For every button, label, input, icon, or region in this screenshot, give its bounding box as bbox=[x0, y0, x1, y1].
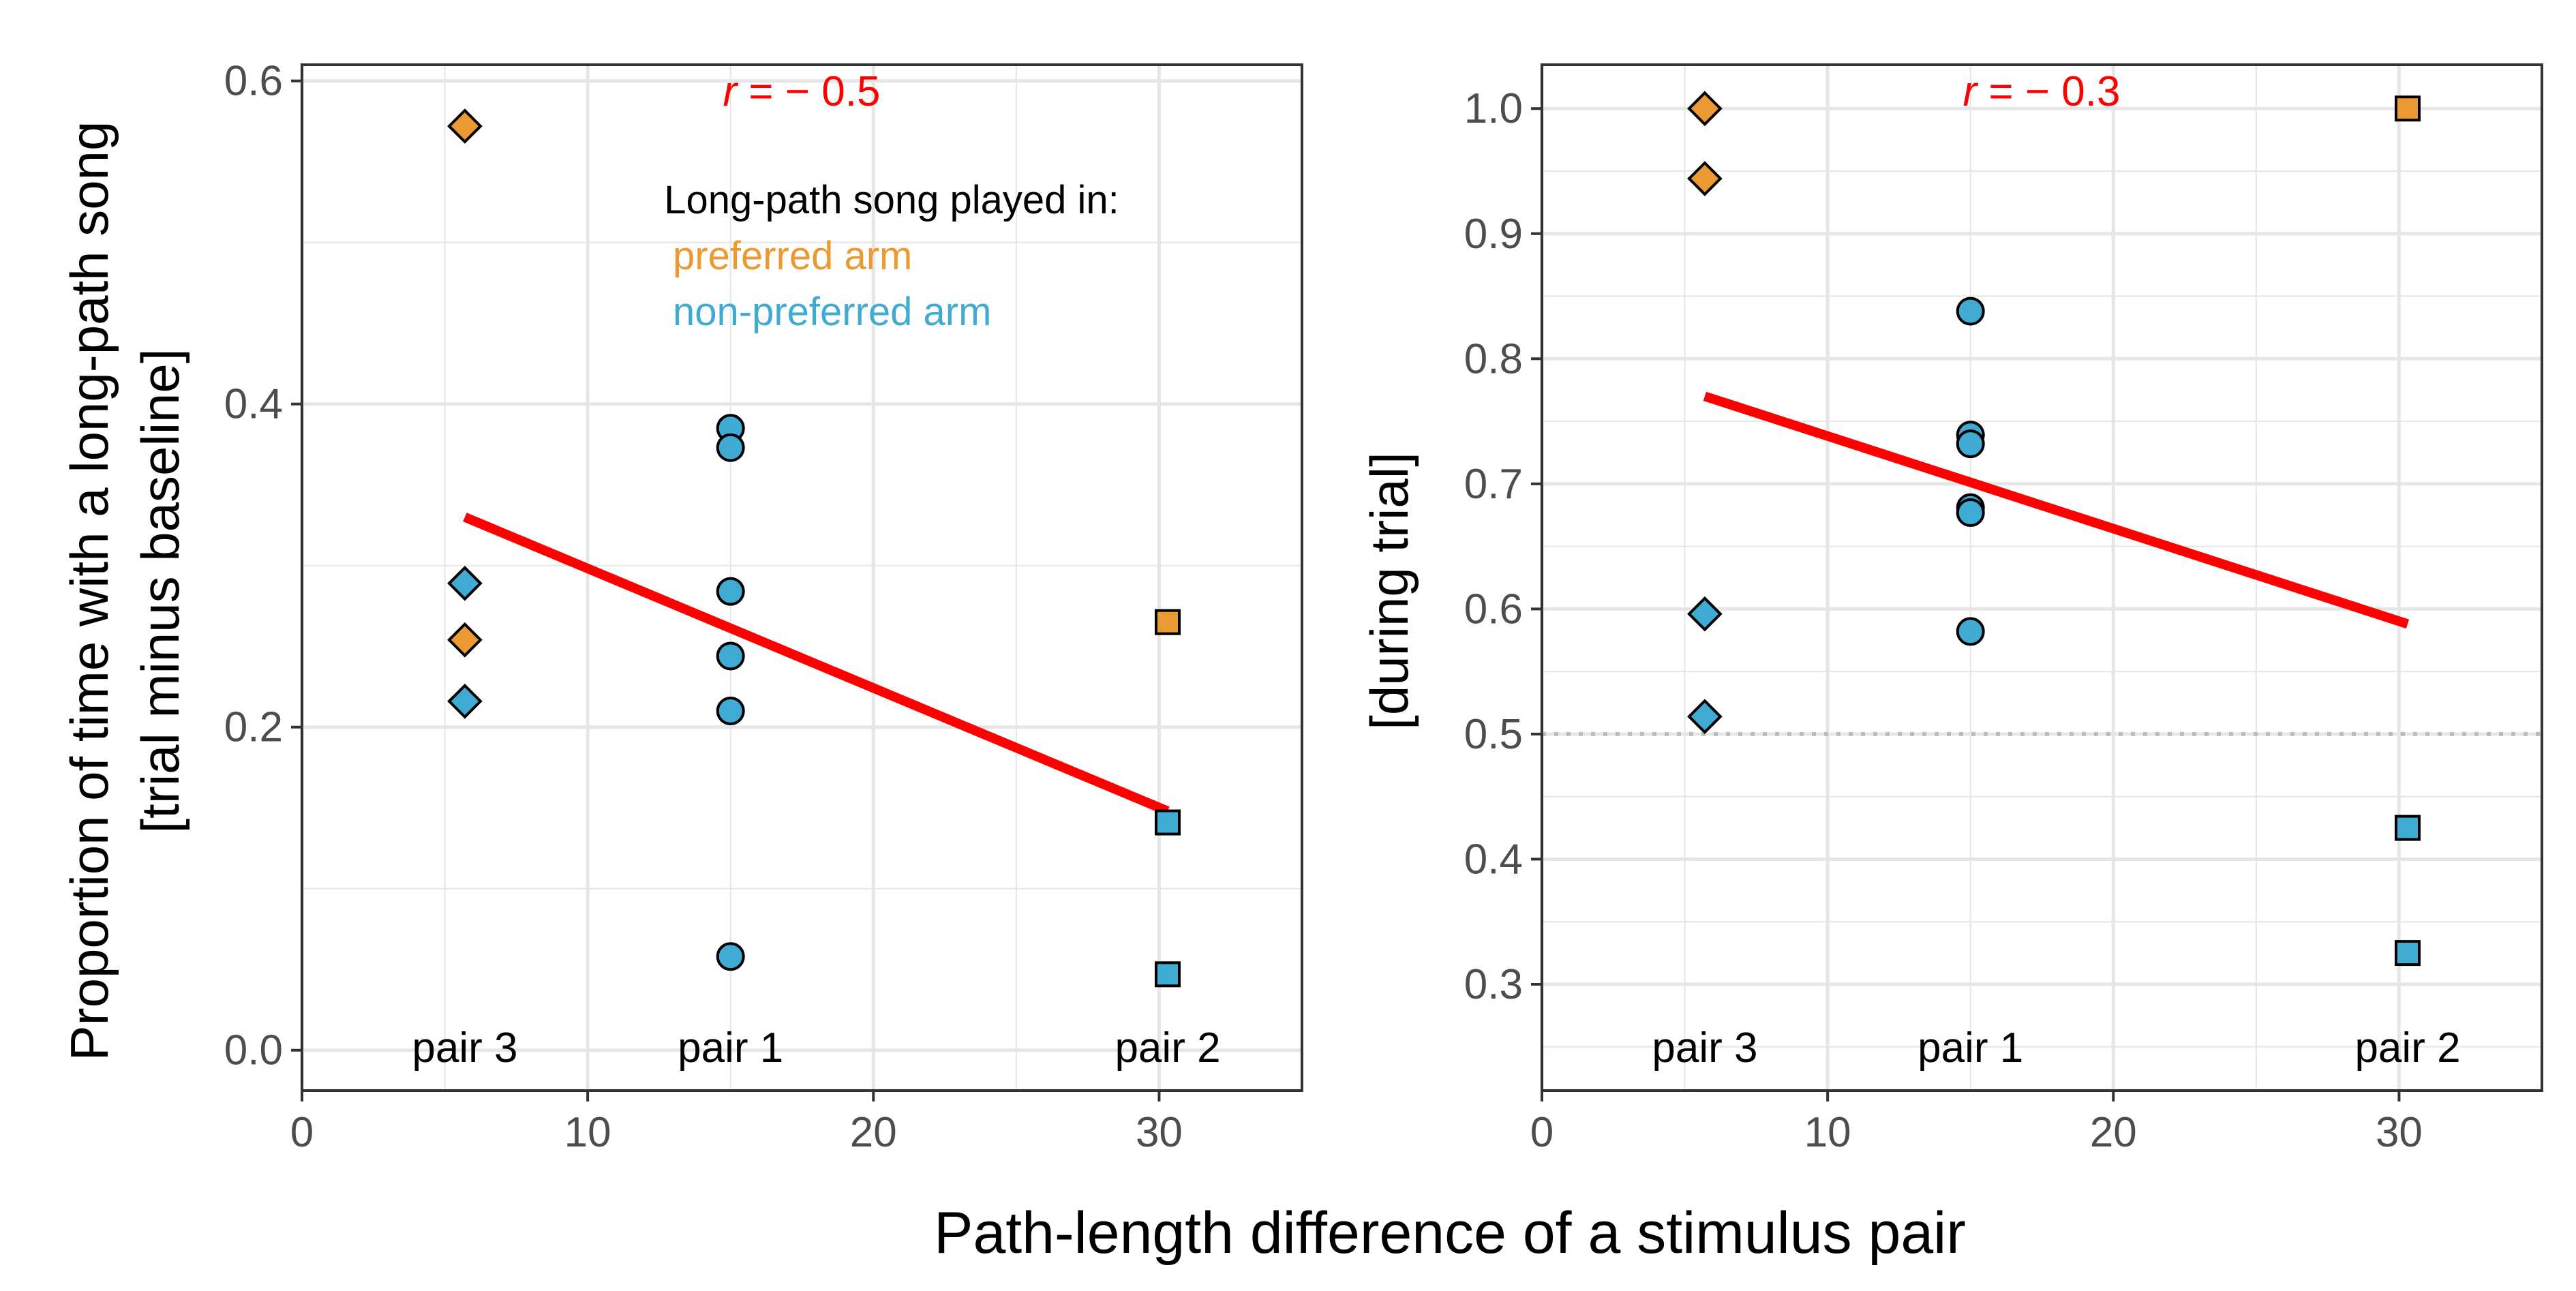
legend-title: Long-path song played in: bbox=[664, 178, 1119, 222]
x-tick-label: 10 bbox=[564, 1109, 611, 1156]
y-tick-label: 0.5 bbox=[1464, 711, 1523, 758]
data-point-circle bbox=[716, 697, 745, 726]
y-tick-label: 0.6 bbox=[1464, 586, 1523, 633]
x-tick-label: 10 bbox=[1804, 1109, 1851, 1156]
data-point-diamond bbox=[447, 683, 483, 719]
panel-border bbox=[301, 63, 1303, 1092]
y-tick-label: 0.3 bbox=[1464, 961, 1523, 1008]
y-tick-label: 1.0 bbox=[1464, 85, 1523, 132]
y-tick-label: 0.9 bbox=[1464, 211, 1523, 258]
y-axis-label-left-line1: Proportion of time with a long-path song bbox=[59, 121, 119, 1061]
panel-left: pair 3 pair 1 pair 2 r = − 0.5 Long-path son… bbox=[224, 58, 1303, 1156]
y-tick-label: 0.4 bbox=[224, 381, 283, 428]
data-point-circle bbox=[716, 577, 745, 606]
data-point-square bbox=[2395, 815, 2421, 841]
legend-item: preferred arm bbox=[673, 234, 912, 278]
data-point-circle bbox=[1956, 297, 1985, 326]
data-point-square bbox=[1155, 609, 1181, 635]
y-tick-label: 0.8 bbox=[1464, 335, 1523, 382]
data-point-circle bbox=[716, 433, 745, 462]
legend-item: non-preferred arm bbox=[673, 290, 991, 334]
x-tick-label: 20 bbox=[2090, 1109, 2137, 1156]
x-tick-label: 30 bbox=[1136, 1109, 1183, 1156]
correlation-symbol: r bbox=[1963, 68, 1979, 115]
data-point-diamond bbox=[447, 622, 483, 658]
pair-label: pair 3 bbox=[1652, 1024, 1757, 1072]
y-axis-label-right: [during trial] bbox=[1359, 452, 1419, 730]
data-point-circle bbox=[1956, 617, 1985, 646]
fit-line bbox=[1703, 391, 2410, 629]
pair-label: pair 1 bbox=[678, 1024, 783, 1072]
data-point-diamond bbox=[447, 108, 483, 144]
fit-line bbox=[463, 513, 1170, 816]
y-tick-label: 0.7 bbox=[1464, 461, 1523, 508]
pair-label: pair 1 bbox=[1918, 1024, 2023, 1072]
y-tick-label: 0.2 bbox=[224, 704, 283, 751]
correlation-label: r = − 0.5 bbox=[723, 68, 881, 115]
correlation-symbol: r bbox=[723, 68, 739, 115]
data-point-square bbox=[1155, 809, 1181, 836]
pair-label: pair 2 bbox=[1115, 1024, 1220, 1072]
x-tick-label: 20 bbox=[850, 1109, 897, 1156]
panel-border bbox=[1541, 63, 2543, 1092]
data-point-diamond bbox=[1687, 596, 1723, 632]
correlation-value: = − 0.3 bbox=[1977, 68, 2120, 115]
y-tick-label: 0.0 bbox=[224, 1027, 283, 1074]
y-axis-label-left-line2: [trial minus baseline] bbox=[130, 349, 190, 834]
data-point-circle bbox=[1956, 498, 1985, 528]
data-point-diamond bbox=[1687, 699, 1723, 735]
data-point-square bbox=[2395, 940, 2421, 967]
data-point-circle bbox=[716, 641, 745, 671]
correlation-value: = − 0.5 bbox=[737, 68, 880, 115]
data-point-diamond bbox=[1687, 91, 1723, 127]
data-point-diamond bbox=[1687, 161, 1723, 196]
data-point-diamond bbox=[447, 565, 483, 601]
panel-right: pair 3 pair 1 pair 2 r = − 0.3 0.3 0.4 0.5 0.6 0… bbox=[1464, 63, 2543, 1156]
y-tick-label: 0.4 bbox=[1464, 836, 1523, 883]
x-tick-label: 30 bbox=[2376, 1109, 2423, 1156]
x-axis-label: Path-length difference of a stimulus pai… bbox=[934, 1200, 1966, 1266]
data-point-square bbox=[1155, 961, 1181, 988]
plot-background bbox=[1542, 65, 2542, 1091]
data-point-circle bbox=[1956, 429, 1985, 459]
x-tick-label: 0 bbox=[1530, 1109, 1554, 1156]
data-point-square bbox=[2395, 95, 2421, 122]
pair-label: pair 3 bbox=[412, 1024, 517, 1072]
x-tick-label: 0 bbox=[290, 1109, 314, 1156]
correlation-label: r = − 0.3 bbox=[1963, 68, 2121, 115]
pair-label: pair 2 bbox=[2354, 1024, 2460, 1072]
y-tick-label: 0.6 bbox=[224, 58, 283, 105]
data-point-circle bbox=[716, 942, 745, 971]
